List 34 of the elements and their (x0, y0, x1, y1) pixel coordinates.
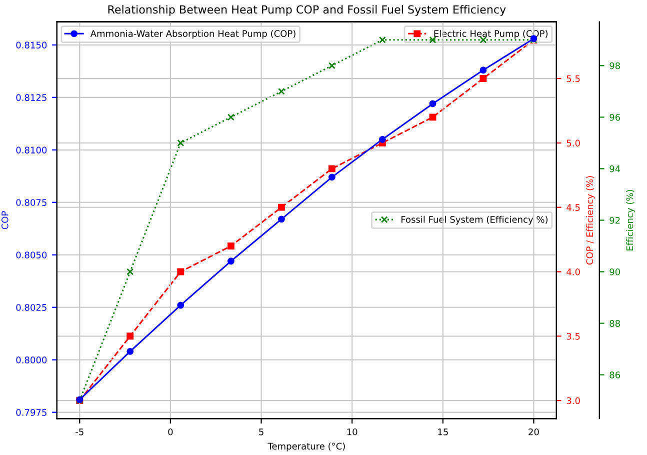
y-tick-label: 0.8100 (16, 146, 47, 154)
y3-axis-title: Efficiency (%) (626, 190, 635, 250)
x-tick-label: 15 (438, 428, 448, 436)
legend-label: Ammonia-Water Absorption Heat Pump (COP) (90, 30, 296, 39)
y-tick-label: 0.8150 (16, 42, 47, 48)
y-tick-label: 0.8075 (16, 199, 46, 206)
x-tick-label: 20 (528, 428, 539, 436)
y3-tick-label: 88 (610, 320, 620, 327)
y3-tick-label: 96 (610, 114, 620, 121)
y3-tick-label: 98 (610, 62, 620, 70)
y3-tick-label: 92 (610, 216, 620, 224)
y2-tick-label: 3.0 (566, 397, 580, 404)
legend-label: Fossil Fuel System (Efficiency %) (402, 216, 548, 225)
y2-tick-label: 5.0 (566, 140, 580, 146)
y3-tick-label: 94 (610, 165, 620, 172)
y-tick-label: 0.7975 (16, 409, 46, 416)
x-axis-title: Temperature (°C) (268, 442, 345, 452)
y2-tick-label: 5.5 (566, 75, 580, 82)
y-tick-label: 0.8000 (16, 356, 47, 364)
y3-tick-label: 90 (610, 268, 620, 276)
x-tick-label: 0 (168, 428, 173, 436)
x-tick-label: -5 (76, 428, 84, 436)
y2-tick-label: 3.5 (566, 332, 580, 340)
chart-title: Relationship Between Heat Pump COP and Fossil Fuel System Efficiency (108, 5, 506, 16)
y2-tick-label: 4.0 (566, 268, 580, 276)
x-tick-label: 10 (347, 428, 358, 436)
y-tick-label: 0.8025 (16, 304, 46, 311)
y-tick-label: 0.8050 (16, 252, 47, 258)
y3-tick-label: 86 (610, 372, 620, 378)
y-axis-title: COP (1, 211, 8, 230)
y2-axis-title: COP / Efficiency (%) (586, 176, 595, 265)
y-tick-label: 0.8125 (16, 94, 46, 101)
x-tick-label: 5 (259, 428, 264, 436)
y2-tick-label: 4.5 (566, 204, 580, 211)
